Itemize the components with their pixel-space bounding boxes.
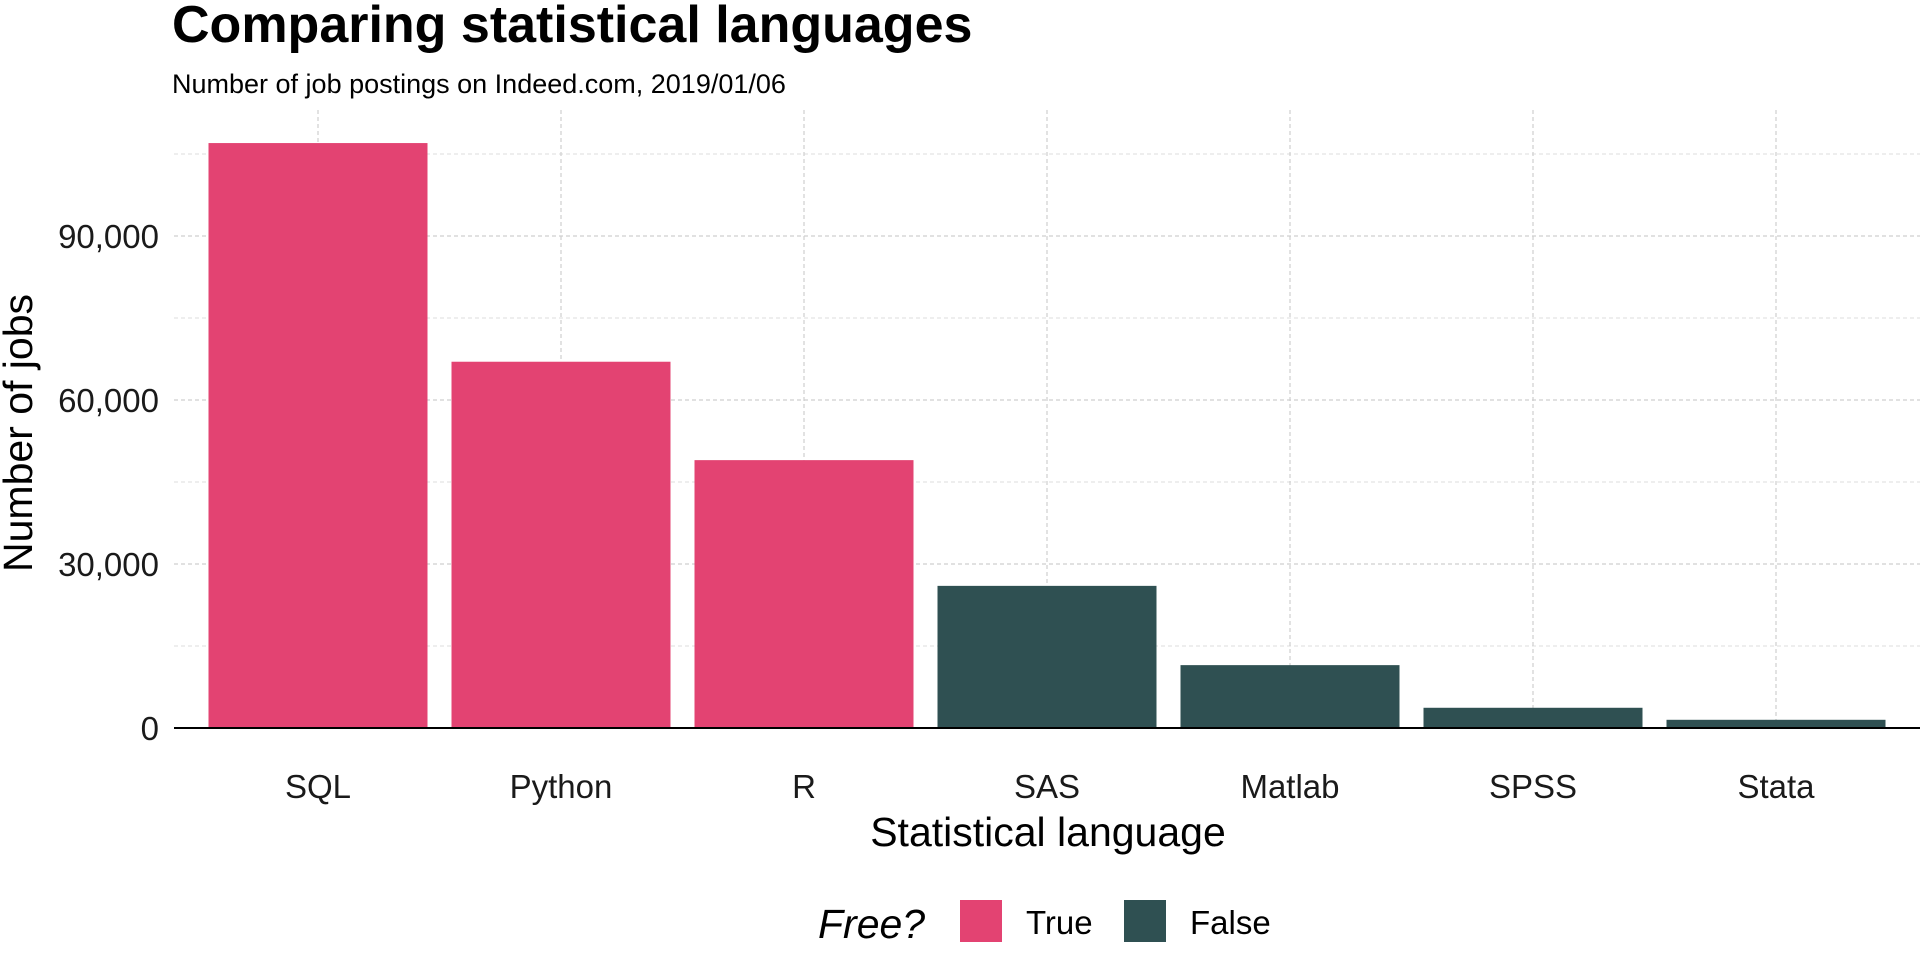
x-tick-label: SQL bbox=[285, 768, 351, 805]
bar-python bbox=[451, 361, 671, 728]
bar-stata bbox=[1666, 719, 1886, 728]
y-tick-label: 60,000 bbox=[58, 382, 159, 419]
legend-label-true: True bbox=[1026, 904, 1093, 941]
legend-title: Free? bbox=[818, 901, 925, 947]
x-axis-title: Statistical language bbox=[870, 809, 1226, 855]
chart-subtitle: Number of job postings on Indeed.com, 20… bbox=[172, 69, 786, 99]
legend-swatch-true bbox=[960, 900, 1002, 942]
x-tick-label: SAS bbox=[1014, 768, 1080, 805]
chart-title: Comparing statistical languages bbox=[172, 0, 972, 54]
y-axis-title: Number of jobs bbox=[0, 294, 41, 572]
legend: Free? True False bbox=[818, 900, 1271, 947]
y-tick-label: 0 bbox=[141, 710, 159, 747]
y-axis-ticks: 0 30,000 60,000 90,000 bbox=[58, 218, 159, 747]
x-tick-label: SPSS bbox=[1489, 768, 1577, 805]
x-axis-ticks: SQL Python R SAS Matlab SPSS Stata bbox=[285, 768, 1815, 805]
y-tick-label: 90,000 bbox=[58, 218, 159, 255]
bar-matlab bbox=[1180, 665, 1400, 728]
x-tick-label: R bbox=[792, 768, 816, 805]
bar-r bbox=[694, 460, 914, 728]
bar-sas bbox=[937, 585, 1157, 728]
bar-sql bbox=[208, 143, 428, 729]
legend-label-false: False bbox=[1190, 904, 1271, 941]
bar-spss bbox=[1423, 707, 1643, 728]
bars bbox=[208, 143, 1886, 729]
y-tick-label: 30,000 bbox=[58, 546, 159, 583]
legend-swatch-false bbox=[1124, 900, 1166, 942]
x-tick-label: Stata bbox=[1737, 768, 1815, 805]
x-tick-label: Python bbox=[510, 768, 613, 805]
x-tick-label: Matlab bbox=[1240, 768, 1339, 805]
